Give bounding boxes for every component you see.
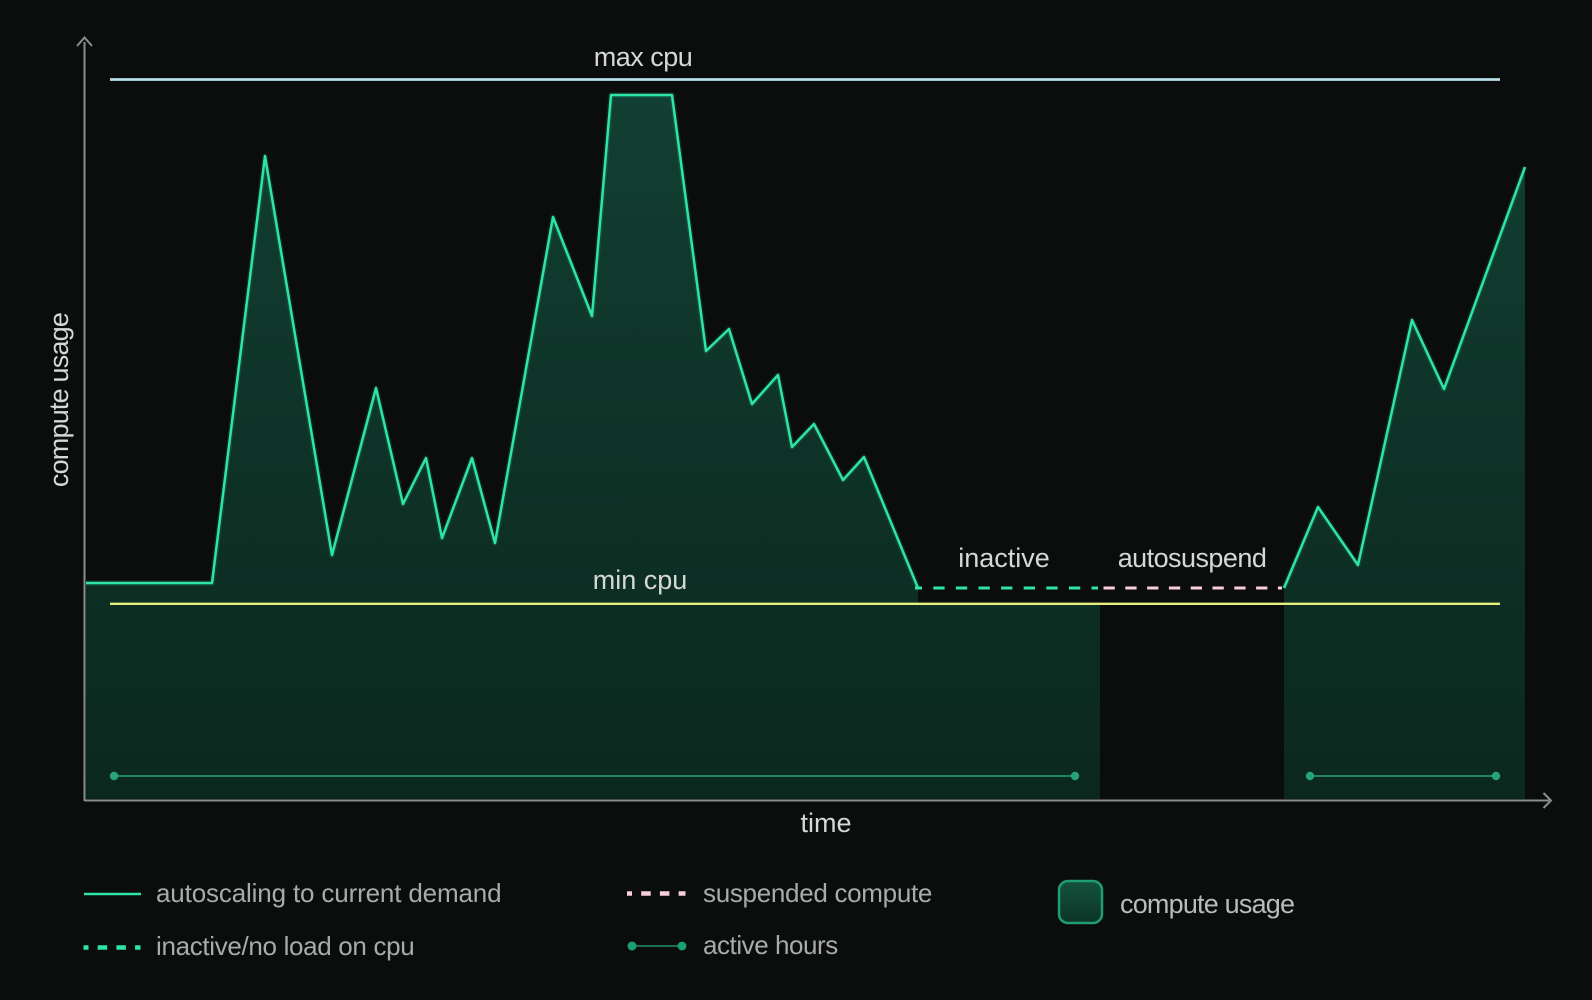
svg-text:max cpu: max cpu xyxy=(594,42,693,72)
svg-text:autoscaling to current demand: autoscaling to current demand xyxy=(156,878,501,908)
svg-text:time: time xyxy=(800,808,851,838)
svg-text:min cpu: min cpu xyxy=(593,565,688,595)
svg-text:suspended compute: suspended compute xyxy=(703,878,932,908)
svg-text:inactive/no load on cpu: inactive/no load on cpu xyxy=(156,931,414,961)
svg-text:active hours: active hours xyxy=(703,930,838,960)
svg-text:compute usage: compute usage xyxy=(1120,889,1294,919)
svg-text:compute usage: compute usage xyxy=(44,313,74,487)
svg-text:autosuspend: autosuspend xyxy=(1118,543,1267,573)
svg-text:inactive: inactive xyxy=(958,543,1050,573)
